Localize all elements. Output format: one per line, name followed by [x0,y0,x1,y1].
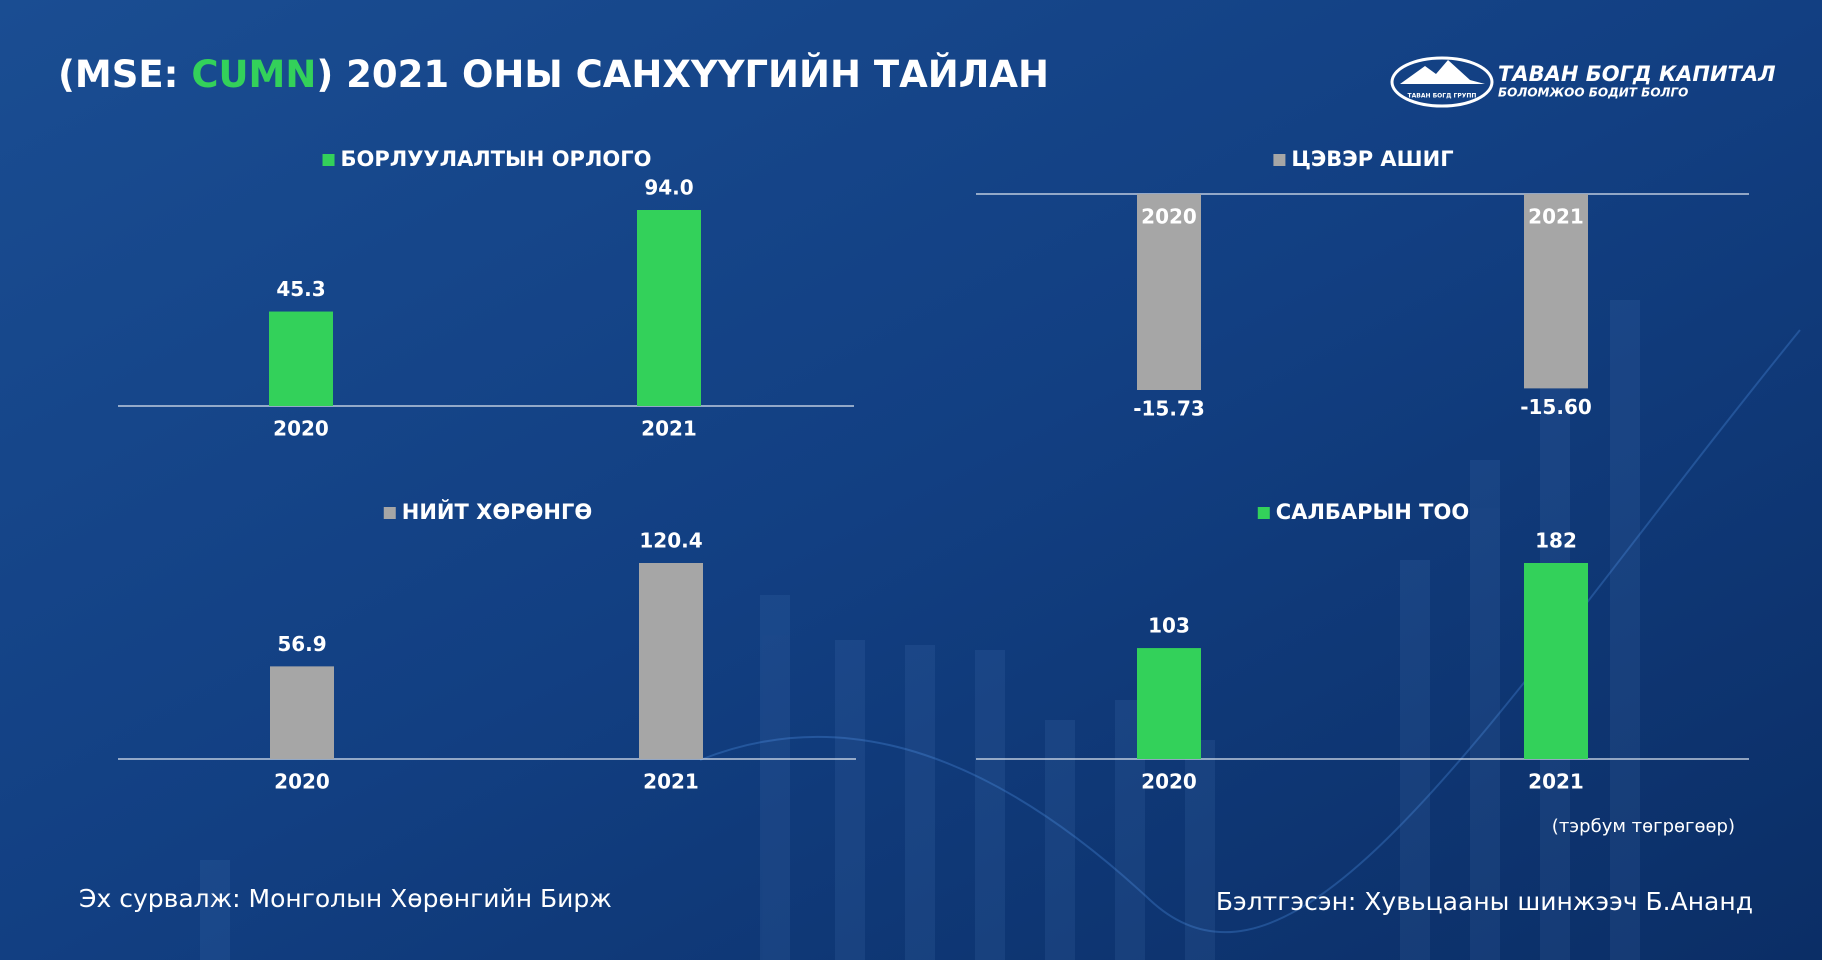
logo-mountain [1400,60,1485,84]
x-tick-label: 2020 [1141,205,1197,229]
title-suffix: ) 2021 ОНЫ САНХҮҮГИЙН ТАЙЛАН [316,52,1049,96]
bar [1137,648,1201,759]
title-prefix: (MSE: [58,53,191,96]
chart-title: НИЙТ ХӨРӨНГӨ [402,499,592,524]
value-label: 182 [1535,529,1577,553]
value-label: 103 [1148,614,1190,638]
logo: ТАВАН БОГД ГРУПП ТАВАН БОГД КАПИТАЛ БОЛО… [1390,56,1776,108]
x-tick-label: 2021 [1528,770,1584,794]
logo-slogan: БОЛОМЖОО БОДИТ БОЛГО [1498,86,1688,100]
legend-swatch [1257,507,1270,519]
x-tick-label: 2020 [273,417,329,441]
x-tick-label: 2020 [274,770,330,794]
unit-note: (тэрбум төгрөгөөр) [1552,816,1735,837]
ticker: CUMN [191,53,316,96]
logo-name: ТАВАН БОГД КАПИТАЛ [1498,62,1776,86]
value-label: 56.9 [277,632,326,656]
bar [637,210,701,406]
legend-swatch [383,507,396,519]
chart-panel: БОРЛУУЛАЛТЫН ОРЛОГО 45.3 2020 94.0 2021 [118,147,854,441]
x-tick-label: 2021 [641,417,697,441]
x-tick-label: 2021 [643,770,699,794]
value-label: 94.0 [644,176,693,200]
x-tick-label: 2020 [1141,770,1197,794]
value-label: 45.3 [276,277,325,301]
legend-swatch [322,154,335,166]
legend-swatch [1273,154,1286,166]
value-label: -15.73 [1133,397,1205,421]
x-tick-label: 2021 [1528,205,1584,229]
logo-ring [1390,56,1494,108]
chart-panel: НИЙТ ХӨРӨНГӨ 56.9 2020 120.4 2021 [118,499,856,794]
bar [1524,194,1588,389]
title: (MSE: CUMN) 2021 ОНЫ САНХҮҮГИЙН ТАЙЛАН [58,52,1049,96]
chart-title: БОРЛУУЛАЛТЫН ОРЛОГО [341,147,652,171]
bar [639,563,703,759]
chart-title: ЦЭВЭР АШИГ [1291,147,1453,171]
bar [1524,563,1588,759]
logo-emblem: ТАВАН БОГД ГРУПП [1408,93,1477,100]
chart-title: САЛБАРЫН ТОО [1276,500,1469,524]
bar [270,666,334,759]
author: Бэлтгэсэн: Хувьцааны шинжээч Б.Ананд [1216,887,1753,916]
chart-panel: САЛБАРЫН ТОО 103 2020 182 2021 [976,500,1749,794]
bar [269,311,333,406]
chart-panel: ЦЭВЭР АШИГ -15.73 2020 -15.60 2021 [976,147,1749,421]
value-label: 120.4 [639,529,702,553]
source: Эх сурвалж: Монголын Хөрөнгийн Бирж [79,884,612,913]
bar [1137,194,1201,390]
value-label: -15.60 [1520,395,1592,419]
